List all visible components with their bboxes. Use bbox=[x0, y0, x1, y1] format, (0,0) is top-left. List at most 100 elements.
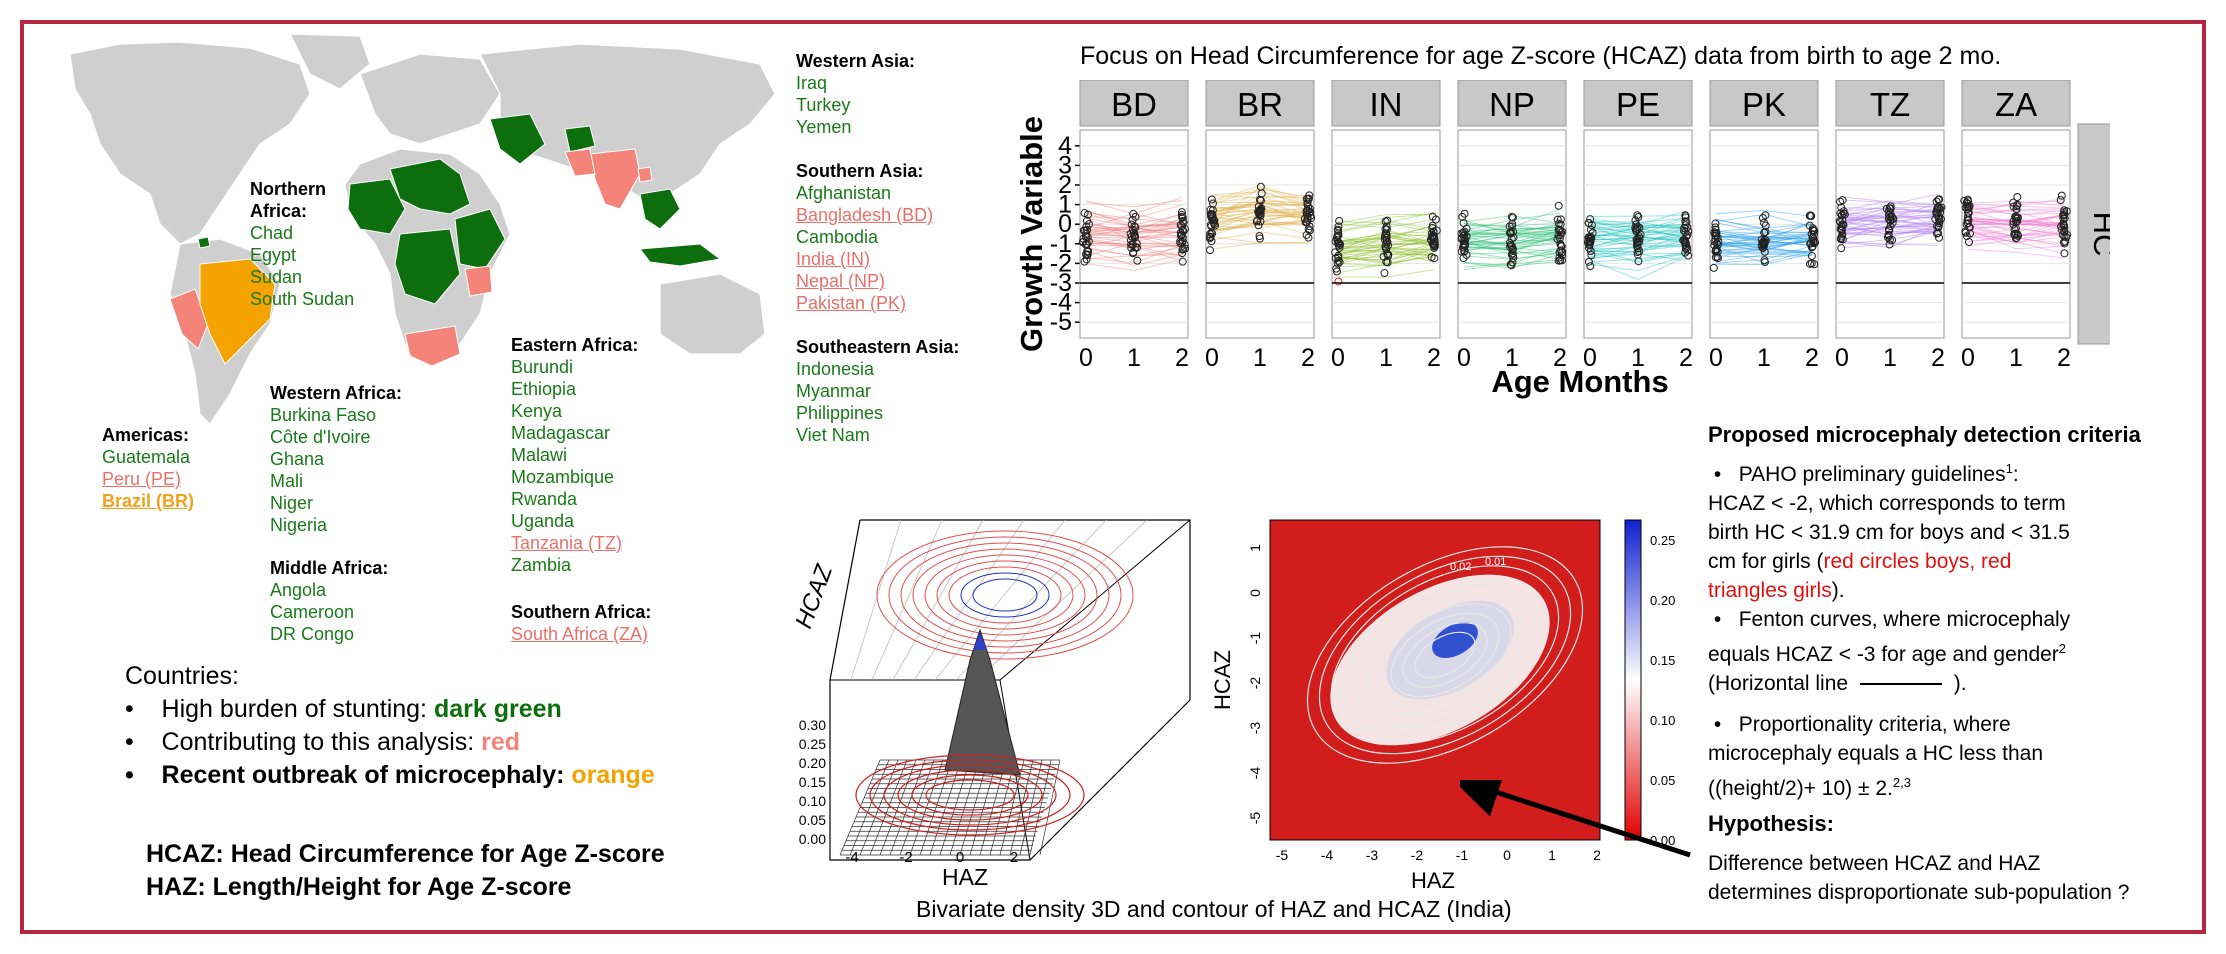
trajectory-line bbox=[1967, 234, 2065, 238]
trajectory-line bbox=[1337, 246, 1435, 263]
legend-item: • Contributing to this analysis: red bbox=[125, 728, 521, 756]
data-point bbox=[1709, 263, 1718, 272]
trajectory-line bbox=[1337, 219, 1435, 229]
data-point bbox=[1458, 212, 1467, 221]
criteria-paho: • PAHO preliminary guidelines1: HCAZ < -… bbox=[1708, 461, 2070, 602]
panel-strip-label: BR bbox=[1237, 86, 1283, 123]
x-tick-label: 2 bbox=[1175, 344, 1189, 372]
trajectory-line bbox=[1463, 230, 1561, 242]
box-grid bbox=[1000, 608, 1190, 680]
trajectory-line bbox=[1337, 246, 1435, 255]
trajectory-line bbox=[1463, 215, 1561, 224]
trajectory-line bbox=[1841, 230, 1939, 245]
map-region-india bbox=[589, 148, 641, 210]
data-point bbox=[1635, 232, 1644, 241]
data-point bbox=[1586, 262, 1595, 271]
data-point bbox=[1211, 221, 1220, 230]
data-point bbox=[1934, 222, 1943, 231]
data-point bbox=[1208, 199, 1217, 208]
contour-label: 0.02 bbox=[1450, 561, 1471, 573]
data-point bbox=[1304, 195, 1313, 204]
trajectory-line bbox=[1715, 248, 1813, 253]
data-point bbox=[1681, 213, 1690, 222]
data-point bbox=[1963, 219, 1972, 228]
data-point bbox=[1681, 244, 1690, 253]
x-tick-label: -3 bbox=[1366, 847, 1379, 863]
trajectory-line bbox=[1589, 215, 1687, 218]
data-point bbox=[1079, 237, 1088, 246]
surface-peak-top bbox=[973, 632, 987, 650]
trajectory-line bbox=[1337, 234, 1435, 250]
density-contour-chart: 0.02 0.01 -5 -4 -3 -2 -1 0 1 2 1 0 -1 -2 -3 -4 -5 HAZ HCAZ… bbox=[1210, 519, 1675, 890]
trajectory-line bbox=[1337, 239, 1435, 254]
country-label: Ghana bbox=[270, 449, 325, 469]
data-point bbox=[1509, 233, 1518, 242]
x-tick-label: 0 bbox=[1835, 344, 1849, 372]
trajectory-line bbox=[1841, 243, 1939, 249]
panel-tz: TZ 0 1 2 bbox=[1835, 80, 1946, 372]
panel-in: IN 0 1 2 bbox=[1331, 80, 1441, 372]
country-label: Mozambique bbox=[511, 467, 615, 487]
country-label: Burundi bbox=[511, 357, 574, 377]
trajectory-line bbox=[1337, 269, 1435, 278]
data-point bbox=[1459, 237, 1468, 246]
data-point bbox=[1178, 216, 1187, 225]
data-point bbox=[1807, 212, 1816, 221]
data-point bbox=[1457, 229, 1466, 238]
x-tick-label: 2 bbox=[1010, 849, 1018, 866]
trajectory-line bbox=[1211, 186, 1309, 224]
x-tick-label: 0 bbox=[1079, 344, 1093, 372]
country-label: Mali bbox=[270, 471, 304, 491]
trajectory-line bbox=[1211, 194, 1309, 199]
x-tick-label: 0 bbox=[1961, 344, 1975, 372]
map-region-w-africa bbox=[347, 178, 406, 235]
region-southern-asia: Southern Asia: Afghanistan Bangladesh (B… bbox=[796, 160, 933, 314]
data-point bbox=[1836, 197, 1845, 206]
data-point bbox=[1758, 213, 1767, 222]
data-point bbox=[1508, 258, 1517, 267]
data-point bbox=[1807, 252, 1816, 261]
trajectory-line bbox=[1715, 251, 1813, 263]
trajectory-line bbox=[1463, 226, 1561, 235]
data-point bbox=[1207, 237, 1216, 246]
data-point bbox=[1430, 240, 1439, 249]
data-point bbox=[2056, 196, 2065, 205]
data-point bbox=[1084, 247, 1093, 256]
trajectory-line bbox=[1841, 200, 1939, 211]
arrow-annotation bbox=[1460, 780, 1691, 858]
y-tick-label: -4 bbox=[1050, 289, 1072, 317]
data-point bbox=[1178, 213, 1187, 222]
criteria-fenton: • Fenton curves, where microcephaly equa… bbox=[1708, 608, 2071, 695]
data-point bbox=[1301, 218, 1310, 227]
data-point bbox=[1334, 231, 1343, 240]
trajectory-line bbox=[1967, 210, 2065, 214]
country-label: Bangladesh (BD) bbox=[796, 205, 934, 225]
trajectory-line bbox=[1715, 226, 1813, 242]
country-label: South Sudan bbox=[250, 289, 355, 309]
data-point bbox=[1714, 237, 1723, 246]
data-point bbox=[1381, 217, 1390, 226]
panel-strip-label: PE bbox=[1616, 86, 1660, 123]
trajectory-line bbox=[1211, 220, 1309, 231]
x-tick-label: 2 bbox=[1679, 344, 1693, 372]
data-point bbox=[1129, 209, 1138, 218]
data-point bbox=[2013, 200, 2022, 209]
data-point bbox=[1381, 225, 1390, 234]
country-label: Tanzania (TZ) bbox=[511, 533, 623, 553]
data-point bbox=[1556, 215, 1565, 224]
data-point bbox=[2012, 202, 2021, 211]
trajectory-line bbox=[1589, 221, 1687, 231]
density-caption: Bivariate density 3D and contour of HAZ … bbox=[916, 896, 1512, 922]
box-grid bbox=[1000, 674, 1190, 680]
x-tick-label: 0 bbox=[956, 849, 964, 866]
trajectory-line bbox=[1211, 191, 1309, 205]
top-contour bbox=[888, 536, 1122, 654]
data-point bbox=[1586, 215, 1595, 224]
country-label: Brazil (BR) bbox=[102, 491, 195, 511]
criteria-proportionality: • Proportionality criteria, where microc… bbox=[1708, 713, 2043, 800]
trajectory-line bbox=[1589, 253, 1687, 263]
region-title: Southern Asia: bbox=[796, 161, 924, 181]
box-grid bbox=[850, 519, 902, 681]
data-point bbox=[1961, 228, 1970, 237]
